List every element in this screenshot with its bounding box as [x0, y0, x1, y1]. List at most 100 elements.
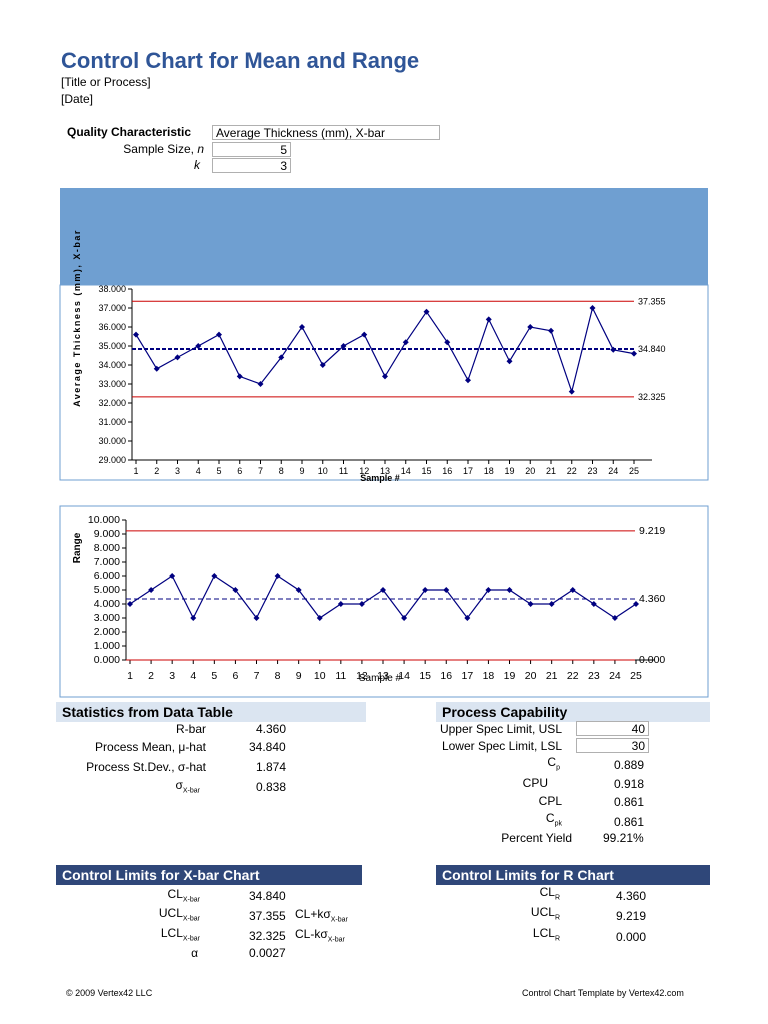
range-x-tick-label: 12	[356, 670, 368, 682]
range-x-tick-label: 23	[588, 670, 600, 682]
range-x-tick-label: 21	[546, 670, 558, 682]
xbar-ucl-label: 37.355	[638, 296, 666, 306]
footer-template-link[interactable]: Control Chart Template by Vertex42.com	[522, 988, 684, 998]
footer-copyright: © 2009 Vertex42 LLC	[66, 988, 153, 998]
lcl-xbar-formula: CL-kσX-bar	[295, 927, 345, 944]
xbar-y-tick-label: 35.000	[98, 341, 126, 351]
rbar-value: 4.360	[256, 722, 287, 736]
range-series-line	[129, 575, 637, 620]
range-data-point	[358, 601, 365, 607]
cpk-value: 0.861	[614, 815, 645, 829]
range-y-tick-label: 0.000	[94, 654, 120, 666]
range-x-tick-label: 17	[461, 670, 473, 682]
sample-size-input[interactable]: 5	[212, 142, 291, 157]
xbar-y-tick-label: 32.000	[98, 398, 126, 408]
range-y-tick-label: 3.000	[94, 612, 120, 624]
xbar-x-tick-label: 8	[279, 466, 284, 476]
xbar-data-point	[402, 339, 409, 346]
range-data-point	[464, 615, 471, 621]
xbar-x-tick-label: 19	[504, 466, 514, 476]
xbar-x-tick-label: 25	[629, 466, 639, 476]
cl-r-value: 4.360	[616, 889, 647, 903]
usl-input[interactable]: 40	[576, 721, 649, 736]
process-mean-label: Process Mean, μ-hat	[95, 740, 206, 754]
capability-heading: Process Capability	[436, 702, 710, 722]
xbar-data-point	[340, 343, 347, 349]
range-y-tick-label: 4.000	[94, 598, 120, 610]
xbar-x-tick-label: 2	[154, 466, 159, 476]
range-x-tick-label: 25	[630, 670, 642, 682]
range-data-point	[148, 587, 155, 593]
xbar-data-point	[568, 388, 575, 395]
xbar-data-point	[589, 305, 596, 311]
xbar-x-tick-label: 17	[463, 466, 473, 476]
range-chart: 0.000 1.000 2.000 3.000 4.000 5.000 6.000 7.000…	[59, 505, 709, 698]
lsl-label: Lower Spec Limit, LSL	[441, 739, 562, 753]
range-x-tick-label: 16	[440, 670, 452, 682]
xbar-x-tick-label: 9	[299, 466, 304, 476]
xbar-data-point	[361, 331, 368, 338]
xbar-data-point	[631, 350, 637, 357]
rbar-label: R-bar	[175, 722, 206, 736]
range-x-tick-label: 7	[254, 670, 260, 682]
k-label: k	[194, 158, 200, 172]
cl-r-label: CLR	[539, 885, 560, 902]
xbar-data-point	[506, 358, 513, 365]
range-y-tick-label: 6.000	[94, 570, 120, 582]
xbar-x-axis-label: Sample #	[360, 473, 400, 483]
page-title: Control Chart for Mean and Range	[61, 48, 420, 73]
k-input[interactable]: 3	[212, 158, 291, 173]
range-data-point	[633, 601, 639, 607]
cl-xbar-value: 34.840	[249, 889, 286, 903]
lcl-xbar-value: 32.325	[249, 929, 286, 943]
xbar-y-tick-label: 33.000	[98, 379, 126, 389]
range-x-tick-label: 6	[232, 670, 238, 682]
range-y-tick-label: 2.000	[94, 626, 120, 638]
range-data-point	[611, 615, 618, 621]
range-x-tick-label: 11	[335, 670, 346, 682]
quality-characteristic-label: Quality Characteristic	[67, 125, 192, 139]
xbar-data-point	[485, 316, 492, 323]
range-data-point	[211, 573, 218, 579]
xbar-x-tick-label: 7	[258, 466, 263, 476]
usl-label: Upper Spec Limit, USL	[439, 722, 562, 736]
cl-xbar-label: CLX-bar	[167, 887, 200, 904]
xbar-data-point	[257, 381, 264, 387]
xbar-data-point	[216, 331, 222, 338]
ucl-xbar-value: 37.355	[249, 909, 286, 923]
xbar-data-point	[423, 308, 430, 315]
range-chart-frame	[59, 505, 709, 698]
lsl-input[interactable]: 30	[576, 738, 649, 753]
xbar-limits-heading: Control Limits for X-bar Chart	[56, 865, 362, 885]
xbar-lcl-label: 32.325	[638, 392, 666, 402]
range-x-axis-label: Sample #	[359, 673, 402, 684]
xbar-x-tick-label: 16	[442, 466, 452, 476]
range-x-tick-label: 2	[148, 670, 154, 682]
xbar-y-axis-label: Average Thickness (mm), X-bar	[72, 229, 82, 407]
xbar-data-point	[278, 354, 285, 361]
sample-size-label: Sample Size, n	[123, 142, 204, 156]
range-y-tick-label: 1.000	[94, 640, 120, 652]
cpl-value: 0.861	[614, 795, 645, 809]
range-lcl-label: 0.000	[639, 654, 665, 666]
range-x-tick-label: 9	[296, 670, 302, 682]
process-mean-value: 34.840	[249, 740, 286, 754]
cpl-label: CPL	[538, 794, 562, 808]
xbar-x-tick-label: 4	[196, 466, 201, 476]
quality-characteristic-input[interactable]: Average Thickness (mm), X-bar	[212, 125, 440, 140]
range-x-tick-label: 8	[275, 670, 281, 682]
xbar-x-tick-label: 14	[401, 466, 411, 476]
xbar-x-tick-label: 15	[421, 466, 431, 476]
process-stdev-label: Process St.Dev., σ-hat	[86, 760, 206, 774]
lcl-r-label: LCLR	[532, 926, 560, 943]
xbar-data-point	[382, 373, 388, 380]
ucl-r-value: 9.219	[616, 909, 647, 923]
r-limits-heading: Control Limits for R Chart	[436, 865, 710, 885]
range-data-point	[380, 587, 386, 593]
range-data-point	[422, 587, 429, 593]
xbar-x-tick-label: 21	[546, 466, 556, 476]
process-title: [Title or Process]	[61, 75, 151, 89]
stats-heading: Statistics from Data Table	[56, 702, 366, 722]
range-x-tick-label: 24	[609, 670, 621, 682]
range-data-point	[232, 587, 239, 593]
